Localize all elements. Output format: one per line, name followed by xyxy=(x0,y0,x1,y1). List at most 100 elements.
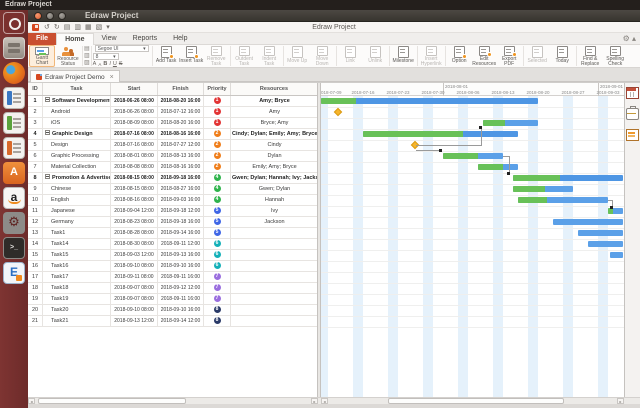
edraw-project-icon[interactable]: E xyxy=(3,262,25,284)
table-row[interactable]: 14 Task14 2018-08-30 08:00 2018-09-11 12:00… xyxy=(28,239,317,250)
column-header-priority[interactable]: Priority xyxy=(204,83,231,95)
table-row[interactable]: 2 Android 2018-06-26 08:00 2018-07-12 16:00… xyxy=(28,107,317,118)
bold-icon[interactable]: B xyxy=(103,60,108,67)
collapse-ribbon-icon[interactable]: ▴ xyxy=(631,34,636,43)
ubuntu-dash-icon[interactable] xyxy=(3,12,25,34)
table-row[interactable]: 17 Task17 2018-09-11 08:00 2018-09-11 16:00… xyxy=(28,272,317,283)
libreoffice-writer-icon[interactable] xyxy=(3,87,25,109)
collapse-task-icon[interactable] xyxy=(45,97,50,102)
scroll-left-icon[interactable]: ◂ xyxy=(28,398,35,404)
files-icon[interactable] xyxy=(3,37,25,59)
firefox-icon[interactable] xyxy=(3,62,25,84)
close-window-button[interactable] xyxy=(34,12,42,20)
task-bar[interactable] xyxy=(608,208,623,214)
paste-icon[interactable]: ▤ xyxy=(84,45,90,52)
table-row[interactable]: 21 Task21 2018-09-13 12:00 2018-09-14 12:00… xyxy=(28,316,317,327)
column-header-start[interactable]: Start xyxy=(111,83,158,95)
table-row[interactable]: 11 Japanese 2018-09-04 12:00 2018-09-18 12:… xyxy=(28,206,317,217)
gantt-scrollbar[interactable]: ◂ ▸ xyxy=(321,398,624,405)
insert-task-button[interactable]: Insert Task xyxy=(179,45,204,67)
column-header-finish[interactable]: Finish xyxy=(158,83,204,95)
scroll-right-icon[interactable]: ▸ xyxy=(311,398,318,404)
task-bar[interactable] xyxy=(553,219,623,225)
resource-status-button[interactable]: Resource Status xyxy=(55,45,81,67)
maximize-window-button[interactable] xyxy=(58,12,66,20)
today-button[interactable]: Today xyxy=(550,45,575,67)
italic-icon[interactable]: I xyxy=(109,60,111,67)
dropdown-icon[interactable]: ▾ xyxy=(106,24,110,31)
table-scrollbar[interactable]: ◂ ▸ xyxy=(28,398,318,405)
font-size-select[interactable]: 8 ▾ xyxy=(92,52,119,60)
column-header-resources[interactable]: Resources xyxy=(231,83,317,95)
system-settings-icon[interactable]: ⚙ xyxy=(3,212,25,234)
window-titlebar[interactable]: Edraw Project xyxy=(28,10,640,22)
table-row[interactable]: 19 Task19 2018-09-07 08:00 2018-09-11 16:00… xyxy=(28,294,317,305)
option-button[interactable]: Option xyxy=(447,45,472,67)
summary-task-bar[interactable] xyxy=(363,131,518,137)
copy-icon[interactable]: ▥ xyxy=(84,52,90,59)
scroll-right-icon[interactable]: ▸ xyxy=(617,398,624,404)
collapse-task-icon[interactable] xyxy=(45,130,50,135)
table-row[interactable]: 18 Task18 2018-09-07 08:00 2018-09-12 12:00… xyxy=(28,283,317,294)
table-row[interactable]: 10 English 2018-08-16 08:00 2018-09-03 16:0… xyxy=(28,195,317,206)
table-row[interactable]: 7 Material Collection 2018-08-08 08:00 2018… xyxy=(28,162,317,173)
column-header-task[interactable]: Task xyxy=(43,83,111,95)
format-painter-icon[interactable]: ▨ xyxy=(84,59,90,66)
find-replace-button[interactable]: Find & Replace xyxy=(578,45,603,67)
task-bar[interactable] xyxy=(513,186,573,192)
table-row[interactable]: 9 Chinese 2018-08-15 08:00 2018-08-27 16:00… xyxy=(28,184,317,195)
amazon-icon[interactable]: a xyxy=(3,187,25,209)
libreoffice-impress-icon[interactable] xyxy=(3,137,25,159)
tab-home[interactable]: Home xyxy=(56,33,94,45)
spelling-check-button[interactable]: Spelling Check xyxy=(603,45,628,67)
tab-reports[interactable]: Reports xyxy=(132,35,158,42)
libreoffice-calc-icon[interactable] xyxy=(3,112,25,134)
milestone-button[interactable]: Milestone xyxy=(391,45,416,67)
app-logo-icon[interactable] xyxy=(32,24,39,31)
chevron-down-icon[interactable]: ▾ xyxy=(113,53,116,60)
table-row[interactable]: 16 Task16 2018-09-10 08:00 2018-09-10 16:00… xyxy=(28,261,317,272)
table-row[interactable]: 6 Graphic Processing 2018-08-01 08:00 2018-… xyxy=(28,151,317,162)
task-bar[interactable] xyxy=(610,252,623,258)
terminal-icon[interactable]: >_ xyxy=(3,237,25,259)
table-row[interactable]: 12 Germany 2018-08-23 08:00 2018-09-18 16:0… xyxy=(28,217,317,228)
task-bar[interactable] xyxy=(483,120,538,126)
task-bar[interactable] xyxy=(443,153,503,159)
edit-resources-button[interactable]: Edit Resources xyxy=(472,45,497,67)
save-icon[interactable]: ▦ xyxy=(85,24,92,31)
underline-icon[interactable]: U xyxy=(112,60,117,67)
table-row[interactable]: 3 iOS 2018-08-09 08:00 2018-08-20 16:00 1 Bry… xyxy=(28,118,317,129)
minimize-window-button[interactable] xyxy=(46,12,54,20)
task-bar[interactable] xyxy=(578,230,623,236)
ubuntu-software-icon[interactable]: A xyxy=(3,162,25,184)
undo-icon[interactable]: ↺ xyxy=(44,24,50,31)
increase-font-icon[interactable]: A xyxy=(92,60,97,67)
table-row[interactable]: 20 Task20 2018-09-10 08:00 2018-09-10 16:00… xyxy=(28,305,317,316)
tab-view[interactable]: View xyxy=(101,35,117,42)
export-view-icon[interactable] xyxy=(626,129,639,141)
table-row[interactable]: 1 Software Development 2018-06-26 08:00 201… xyxy=(28,96,317,107)
close-tab-icon[interactable]: × xyxy=(109,73,114,81)
task-bar[interactable] xyxy=(588,241,623,247)
strikethrough-icon[interactable]: S xyxy=(118,60,123,67)
task-bar[interactable] xyxy=(518,197,608,203)
collapse-task-icon[interactable] xyxy=(45,174,50,179)
decrease-font-icon[interactable]: A xyxy=(98,61,102,67)
scroll-left-icon[interactable]: ◂ xyxy=(321,398,328,404)
gantt-chart-button[interactable]: Gantt Chart xyxy=(29,45,55,67)
font-name-select[interactable]: Segoe UI ▾ xyxy=(94,45,149,52)
export-pdf-button[interactable]: Export PDF xyxy=(497,45,522,67)
table-row[interactable]: 4 Graphic Design 2018-07-16 08:00 2018-08-1… xyxy=(28,129,317,140)
add-task-button[interactable]: Add Task xyxy=(154,45,179,67)
milestone-diamond[interactable] xyxy=(333,107,343,117)
column-header-id[interactable]: ID xyxy=(28,83,43,95)
tab-file[interactable]: File xyxy=(28,33,57,45)
gear-icon[interactable]: ⚙ xyxy=(622,34,630,43)
table-scroll-thumb[interactable] xyxy=(38,398,186,404)
resource-view-icon[interactable] xyxy=(626,106,639,120)
table-chart-splitter[interactable] xyxy=(318,83,321,398)
task-bar[interactable] xyxy=(478,164,518,170)
table-row[interactable]: 13 Task1 2018-08-28 08:00 2018-09-14 16:00 5 xyxy=(28,228,317,239)
summary-task-bar[interactable] xyxy=(321,98,538,104)
